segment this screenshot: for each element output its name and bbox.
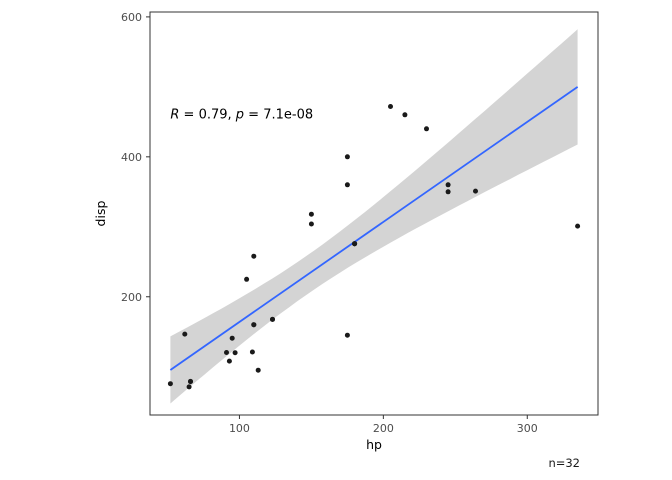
data-point: [188, 378, 193, 384]
annotation-stat-value: = 7.1e-08: [244, 107, 313, 122]
data-point: [308, 211, 314, 217]
confidence-ribbon: [170, 29, 578, 404]
x-axis-title: hp: [366, 437, 382, 452]
data-point: [352, 241, 358, 247]
data-point: [244, 276, 250, 282]
x-axis-tick-label: 100: [229, 422, 250, 435]
data-point: [232, 350, 238, 356]
y-axis-tick-label: 600: [121, 11, 142, 24]
data-point: [167, 381, 173, 387]
data-point: [344, 332, 350, 338]
data-point: [344, 154, 350, 160]
data-point: [249, 349, 255, 355]
y-axis-title: disp: [93, 201, 108, 227]
sample-size-caption: n=32: [548, 456, 580, 470]
y-axis-tick-label: 200: [121, 291, 142, 304]
annotation-stat-symbol: R: [170, 107, 179, 122]
x-axis-tick-label: 300: [517, 422, 538, 435]
data-point: [229, 335, 235, 341]
data-point: [186, 384, 192, 390]
data-point: [445, 182, 451, 188]
data-point: [445, 189, 451, 195]
chart-canvas: 100 200 300 200 400 600 hp disp R = 0.79, p = 7.…: [93, 11, 599, 452]
regression-line: [169, 86, 579, 371]
data-point: [344, 182, 350, 188]
data-point: [388, 104, 393, 109]
annotation-stat-symbol: p: [235, 107, 244, 122]
data-point: [424, 126, 429, 132]
data-point: [182, 331, 188, 337]
annotation-stat-value: = 0.79,: [179, 107, 235, 122]
correlation-annotation: R = 0.79, p = 7.1e-08: [170, 107, 313, 122]
data-point: [224, 350, 229, 355]
x-axis-tick-label: 200: [373, 422, 394, 435]
data-point: [402, 112, 408, 118]
data-point: [226, 358, 232, 364]
data-point: [575, 223, 581, 229]
data-point: [473, 188, 478, 194]
data-point: [255, 367, 261, 373]
panel-border: [149, 11, 599, 416]
data-point: [251, 253, 257, 259]
data-point: [308, 221, 314, 227]
data-point: [251, 322, 257, 328]
y-axis-tick-label: 400: [121, 151, 142, 164]
data-point: [270, 316, 275, 322]
